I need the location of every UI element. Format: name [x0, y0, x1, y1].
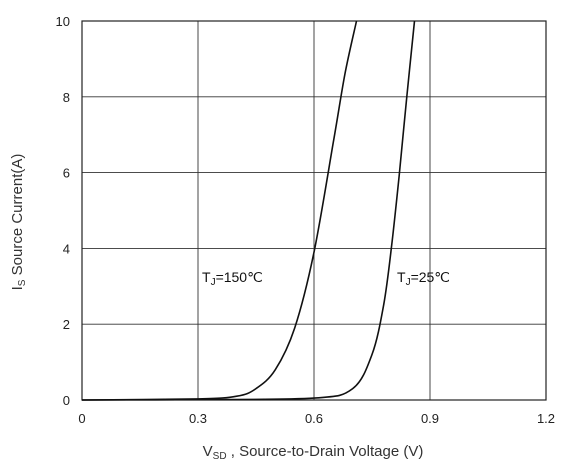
x-tick-label: 0.9 [421, 411, 439, 426]
y-tick-label: 6 [63, 166, 70, 181]
y-tick-label: 10 [56, 14, 70, 29]
x-tick-label: 0.6 [305, 411, 323, 426]
y-tick-labels: 0 2 4 6 8 10 [56, 14, 70, 408]
y-tick-label: 4 [63, 241, 70, 256]
series-label-150c: TJ=150℃ [202, 269, 263, 288]
x-tick-label: 1.2 [537, 411, 555, 426]
y-axis-title: IS Source Current(A) [9, 154, 28, 291]
grid-lines [81, 20, 547, 401]
x-tick-labels: 0 0.3 0.6 0.9 1.2 [78, 411, 555, 426]
series-line-25c [81, 20, 416, 401]
y-tick-label: 8 [63, 90, 70, 105]
plot-frame [81, 20, 547, 401]
x-axis-title: VSD , Source-to-Drain Voltage (V) [203, 443, 424, 462]
series-line-150c [81, 20, 358, 401]
series-label-25c: TJ=25℃ [397, 269, 450, 288]
series-layer [81, 20, 416, 401]
y-tick-label: 0 [63, 393, 70, 408]
x-tick-label: 0.3 [189, 411, 207, 426]
y-tick-label: 2 [63, 317, 70, 332]
x-tick-label: 0 [78, 411, 85, 426]
